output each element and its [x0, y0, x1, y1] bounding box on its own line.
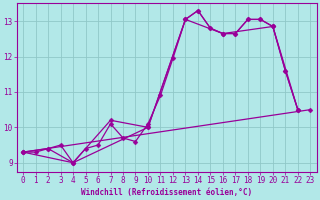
X-axis label: Windchill (Refroidissement éolien,°C): Windchill (Refroidissement éolien,°C): [81, 188, 252, 197]
